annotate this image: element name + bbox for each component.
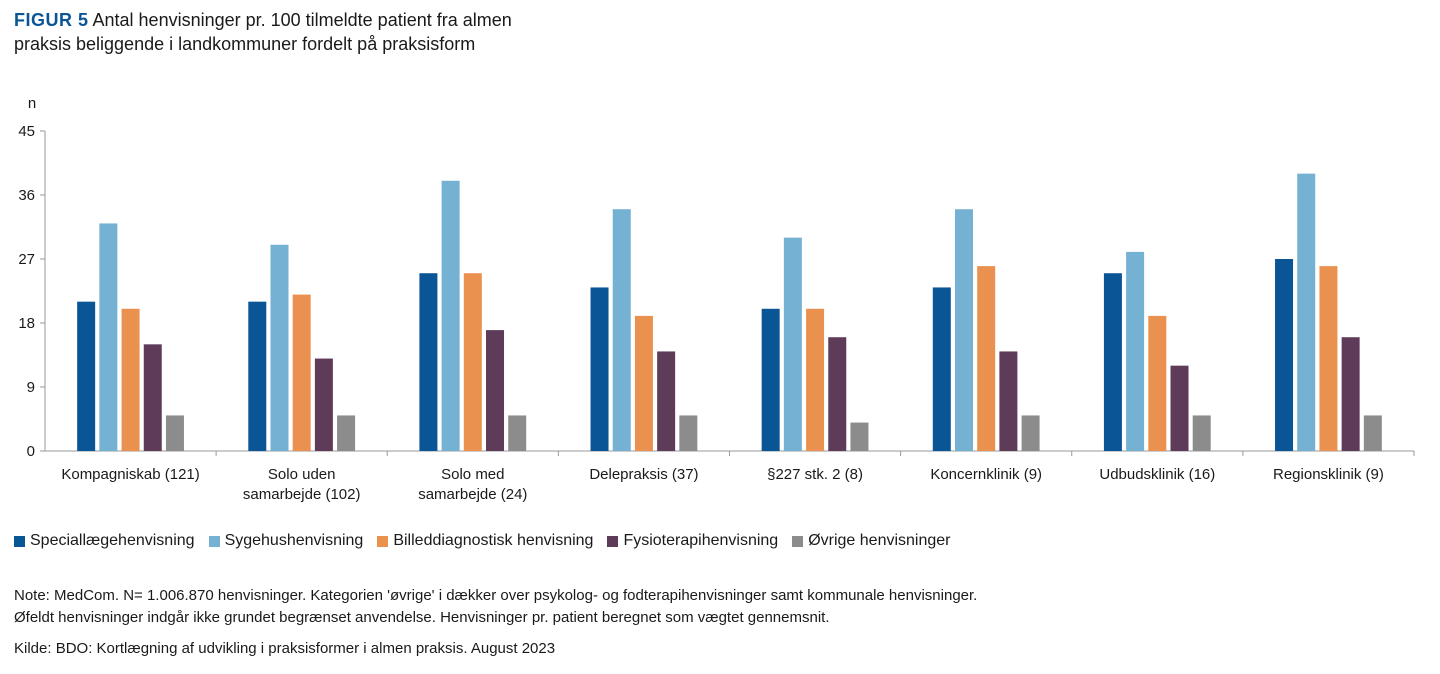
x-tick-label-line: §227 stk. 2 (8)	[767, 466, 863, 483]
bar	[828, 337, 847, 451]
bar	[999, 351, 1018, 451]
bar	[314, 358, 333, 451]
legend-swatch	[792, 535, 804, 547]
bar-chart: n 0 9 18 27 36 45 Kompagniskab (121) Solo uden sa…	[18, 95, 1415, 503]
bar	[77, 301, 96, 451]
bar	[337, 415, 356, 451]
legend-label: Øvrige henvisninger	[808, 532, 951, 549]
bar	[441, 180, 460, 451]
x-tick-label-line: samarbejde (102)	[243, 486, 361, 503]
legend-entry: Øvrige henvisninger	[792, 532, 951, 550]
bar	[1103, 273, 1122, 451]
bar	[121, 308, 140, 451]
x-tick-label: Udbudsklinik (16)	[1099, 466, 1215, 483]
bar	[932, 287, 951, 451]
x-tick-label: Kompagniskab (121)	[61, 466, 199, 483]
bar	[634, 315, 653, 451]
y-tick-label: 27	[18, 251, 35, 268]
note-line-2: Øfeldt henvisninger indgår ikke grundet …	[14, 609, 830, 626]
x-tick-label-line: Solo med	[441, 466, 504, 483]
legend-label: Billeddiagnostisk henvisning	[393, 532, 594, 549]
bar	[657, 351, 676, 451]
figure-title: FIGUR 5 Antal henvisninger pr. 100 tilmel…	[14, 8, 774, 56]
x-tick-label-line: Delepraksis (37)	[589, 466, 698, 483]
note-line-1: Note: MedCom. N= 1.006.870 henvisninger.…	[14, 587, 978, 604]
bar	[1275, 259, 1294, 451]
legend-entry: Billeddiagnostisk henvisning	[377, 532, 593, 550]
bar	[850, 422, 869, 451]
figure-label: FIGUR 5	[14, 10, 89, 30]
bar	[1341, 337, 1360, 451]
bar	[99, 223, 118, 451]
bar	[419, 273, 438, 451]
y-tick-label: 9	[27, 379, 35, 396]
bar	[1148, 315, 1167, 451]
chart-legend: Speciallægehenvisning Sygehushenvisning Bi…	[14, 532, 965, 550]
bar	[1297, 173, 1316, 451]
bar	[612, 209, 631, 451]
legend-swatch	[607, 535, 619, 547]
x-tick-label-line: samarbejde (24)	[418, 486, 527, 503]
bar	[486, 330, 505, 451]
bar	[463, 273, 482, 451]
bar	[783, 237, 802, 451]
bar	[508, 415, 527, 451]
bar	[977, 266, 996, 451]
x-tick-label: Solo med samarbejde (24)	[418, 466, 527, 503]
y-tick-label: 18	[18, 315, 35, 332]
bar	[1170, 365, 1189, 451]
x-tick-label: Koncernklinik (9)	[930, 466, 1042, 483]
y-tick-label: 45	[18, 123, 35, 140]
x-tick-label-line: Regionsklinik (9)	[1273, 466, 1384, 483]
legend-label: Sygehushenvisning	[224, 532, 364, 549]
x-tick-label-line: Solo uden	[268, 466, 336, 483]
x-tick-label-line: Udbudsklinik (16)	[1099, 466, 1215, 483]
x-tick-label-line: Kompagniskab (121)	[61, 466, 199, 483]
legend-swatch	[14, 535, 25, 547]
bar	[1126, 251, 1145, 451]
y-tick-label: 36	[18, 187, 35, 204]
bar	[165, 415, 184, 451]
x-tick-label: §227 stk. 2 (8)	[767, 466, 863, 483]
bar	[1319, 266, 1338, 451]
chart-note: Note: MedCom. N= 1.006.870 henvisninger.…	[14, 585, 977, 629]
bar	[1192, 415, 1211, 451]
bar	[1363, 415, 1382, 451]
x-tick-label: Regionsklinik (9)	[1273, 466, 1384, 483]
bar	[761, 308, 780, 451]
bar	[270, 244, 289, 451]
x-tick-label-line: Koncernklinik (9)	[930, 466, 1042, 483]
legend-entry: Sygehushenvisning	[208, 532, 364, 550]
bar	[248, 301, 267, 451]
chart-source: Kilde: BDO: Kortlægning af udvikling i p…	[14, 640, 556, 657]
y-axis-label: n	[28, 95, 36, 112]
bar	[954, 209, 973, 451]
title-line-1: Antal henvisninger pr. 100 tilmeldte pat…	[92, 10, 512, 30]
legend-swatch	[208, 535, 220, 547]
x-tick-label: Delepraksis (37)	[589, 466, 698, 483]
bar	[679, 415, 698, 451]
legend-entry: Speciallægehenvisning	[14, 532, 195, 550]
bar	[1021, 415, 1040, 451]
title-line-2: praksis beliggende i landkommuner fordel…	[14, 34, 476, 54]
legend-label: Speciallægehenvisning	[30, 532, 195, 549]
y-tick-label: 0	[27, 443, 35, 460]
legend-swatch	[377, 535, 389, 547]
bar	[143, 344, 162, 451]
bar	[806, 308, 825, 451]
bar	[590, 287, 609, 451]
legend-label: Fysioterapihenvisning	[623, 532, 779, 549]
legend-entry: Fysioterapihenvisning	[607, 532, 778, 550]
x-tick-label: Solo uden samarbejde (102)	[243, 466, 361, 503]
bar	[292, 294, 311, 451]
